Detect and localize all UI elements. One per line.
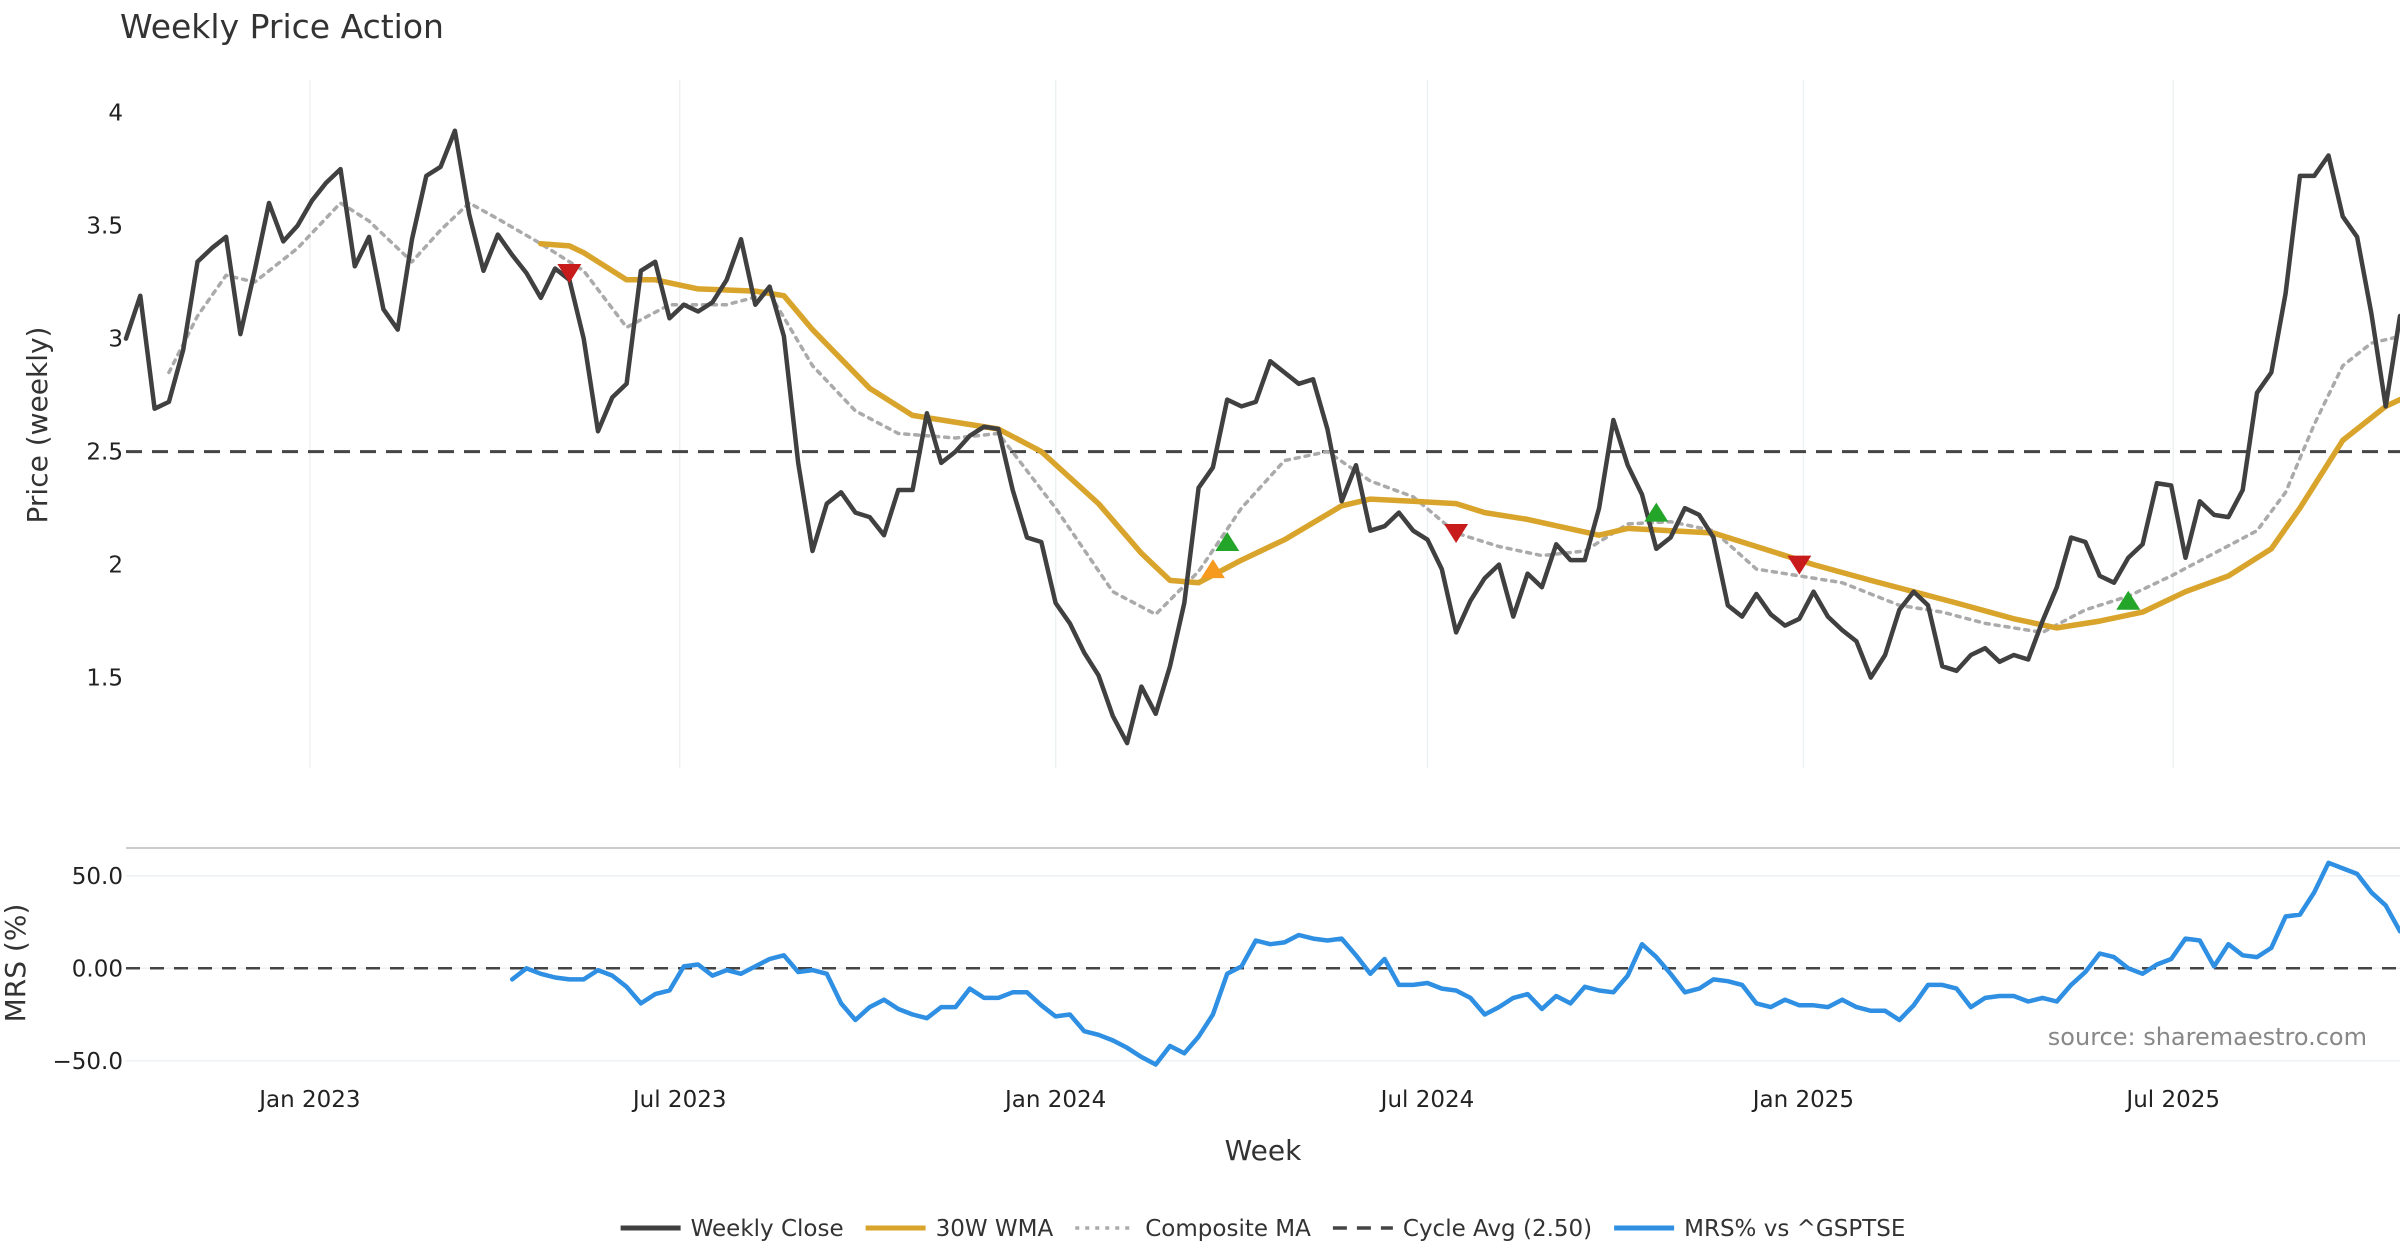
- legend-item-weekly-close: Weekly Close: [620, 1216, 844, 1242]
- buy-signal-marker-5: [1644, 502, 1669, 522]
- price-y-tick-4: 4: [108, 101, 123, 127]
- sell-signal-marker-4: [1444, 523, 1469, 543]
- buy-signal-marker-7: [2116, 590, 2141, 610]
- buy-signal-marker-3: [1215, 532, 1240, 551]
- mrs-y-axis: −50.0 0.00 50.0: [53, 864, 123, 1075]
- x-tick-jul-2023: Jul 2023: [631, 1087, 727, 1113]
- series-composite-ma: [167, 201, 2400, 635]
- x-tick-jan-2025: Jan 2025: [1751, 1087, 1854, 1113]
- legend-label-weekly-close: Weekly Close: [691, 1216, 844, 1242]
- legend-label-30w-wma: 30W WMA: [936, 1216, 1054, 1242]
- mrs-series: [509, 860, 2400, 1067]
- signal-markers: [557, 264, 2141, 610]
- mrs-y-tick-50-0: −50.0: [53, 1049, 123, 1075]
- x-tick-jul-2024: Jul 2024: [1379, 1087, 1475, 1113]
- mrs-gridlines: [126, 847, 2400, 1062]
- x-tick-jan-2024: Jan 2024: [1003, 1087, 1106, 1113]
- mrs-y-tick-0-00: 0.00: [72, 956, 123, 982]
- price-y-tick-2-5: 2.5: [86, 440, 123, 466]
- mrs-y-axis-label: MRS (%): [0, 904, 32, 1023]
- legend-item-mrs-vs-gsptse: MRS% vs ^GSPTSE: [1614, 1216, 1905, 1242]
- x-axis: Jan 2023 Jul 2023 Jan 2024 Jul 2024 Jan 2025…: [257, 1087, 2220, 1113]
- price-y-tick-2: 2: [108, 553, 123, 579]
- legend: Weekly Close 30W WMA Composite MA Cycle Avg…: [620, 1216, 1905, 1242]
- price-y-tick-3-5: 3.5: [86, 214, 123, 240]
- legend-label-mrs-vs-gsptse: MRS% vs ^GSPTSE: [1684, 1216, 1905, 1242]
- series-mrs-vs-gsptse: [509, 860, 2400, 1067]
- x-axis-label: Week: [1225, 1134, 1302, 1167]
- price-y-axis: 1.5 2 2.5 3 3.5 4: [86, 101, 123, 692]
- x-tick-jul-2025: Jul 2025: [2124, 1087, 2220, 1113]
- mrs-y-tick-50-0: 50.0: [72, 864, 123, 890]
- price-series: [123, 128, 2400, 746]
- x-tick-jan-2023: Jan 2023: [257, 1087, 360, 1113]
- sell-signal-marker-1: [557, 264, 582, 284]
- legend-label-cycle-avg-2-50: Cycle Avg (2.50): [1403, 1216, 1592, 1242]
- source-note: source: sharemaestro.com: [2048, 1023, 2367, 1051]
- buy-signal-marker-2: [1200, 559, 1225, 579]
- price-y-tick-1-5: 1.5: [86, 666, 123, 692]
- series-weekly-close: [123, 128, 2400, 746]
- legend-item-30w-wma: 30W WMA: [865, 1216, 1054, 1242]
- price-gridlines: [309, 80, 2174, 768]
- price-y-tick-3: 3: [108, 327, 123, 353]
- series-30w-wma: [538, 240, 2400, 631]
- price-y-axis-label: Price (weekly): [21, 327, 54, 524]
- legend-label-composite-ma: Composite MA: [1145, 1216, 1311, 1242]
- sell-signal-marker-6: [1787, 555, 1812, 575]
- legend-item-cycle-avg-2-50: Cycle Avg (2.50): [1332, 1216, 1592, 1242]
- chart-title: Weekly Price Action: [120, 7, 444, 46]
- legend-item-composite-ma: Composite MA: [1075, 1216, 1311, 1242]
